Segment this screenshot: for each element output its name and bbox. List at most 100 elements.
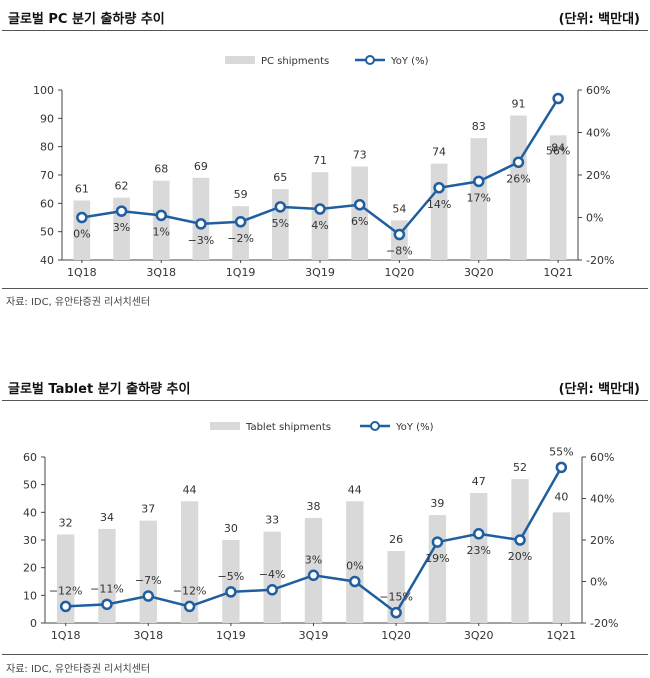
pc-yoy-value-label: 6% [351, 215, 368, 228]
pc-left-tick-label: 60 [40, 197, 54, 210]
pc-yoy-value-label: 4% [311, 219, 328, 232]
pc-x-tick-label: 1Q21 [543, 266, 573, 279]
pc-x-tick-label: 1Q18 [67, 266, 97, 279]
pc-yoy-value-label: 14% [427, 198, 451, 211]
tablet-bar [56, 534, 75, 623]
tablet-right-tick-label: 0% [590, 576, 607, 589]
pc-yoy-value-label: 3% [113, 221, 130, 234]
tablet-chart-panel: 글로벌 Tablet 분기 출하량 추이 (단위: 백만대) Tablet sh… [0, 370, 650, 678]
tablet-legend-bar-label: Tablet shipments [245, 422, 331, 433]
pc-x-tick-label: 1Q19 [226, 266, 256, 279]
pc-legend-line-label: YoY (%) [390, 56, 429, 67]
tablet-yoy-value-label: −4% [259, 568, 286, 581]
pc-left-tick-label: 80 [40, 141, 54, 154]
pc-yoy-marker [195, 218, 207, 230]
pc-yoy-marker [234, 216, 247, 228]
pc-legend-line-marker [365, 55, 375, 65]
pc-yoy-marker [314, 203, 326, 215]
tablet-yoy-value-label: −7% [135, 574, 162, 587]
pc-left-tick-label: 50 [40, 226, 54, 239]
pc-yoy-value-label: −2% [227, 232, 254, 245]
tablet-yoy-value-label: −5% [218, 570, 245, 583]
tablet-right-tick-label: 60% [590, 451, 614, 464]
pc-yoy-marker [76, 211, 88, 224]
tablet-bar [511, 479, 529, 623]
tablet-yoy-value-label: 0% [346, 560, 363, 573]
pc-source-rule [2, 288, 648, 289]
pc-bar [351, 166, 369, 260]
pc-right-tick-label: 20% [586, 169, 610, 182]
tablet-bar [139, 520, 157, 623]
tablet-x-tick-label: 1Q18 [51, 629, 81, 642]
tablet-yoy-marker [183, 600, 196, 613]
tablet-x-tick-label: 1Q19 [216, 629, 246, 642]
tablet-x-tick-label: 1Q21 [547, 629, 577, 642]
tablet-source-rule [2, 654, 648, 655]
tablet-bar-value-label: 40 [554, 490, 568, 503]
tablet-yoy-marker [390, 606, 402, 619]
pc-yoy-marker [552, 92, 564, 105]
tablet-left-tick-label: 50 [23, 479, 37, 492]
pc-yoy-value-label: −8% [386, 245, 413, 258]
tablet-bar-value-label: 38 [307, 500, 321, 513]
tablet-bar [552, 512, 571, 623]
pc-bar-value-label: 59 [234, 188, 248, 201]
pc-bar-value-label: 83 [472, 120, 486, 133]
tablet-bar-value-label: 26 [389, 533, 403, 546]
pc-yoy-value-label: 5% [272, 217, 289, 230]
tablet-right-tick-label: -20% [590, 617, 618, 630]
tablet-bar-value-label: 30 [224, 522, 238, 535]
tablet-yoy-marker [472, 528, 485, 540]
tablet-legend-line-label: YoY (%) [395, 422, 434, 433]
tablet-left-tick-label: 40 [23, 506, 37, 519]
pc-x-tick-label: 3Q18 [146, 266, 176, 279]
pc-left-tick-label: 100 [33, 84, 54, 97]
pc-chart-unit: (단위: 백만대) [558, 12, 640, 27]
tablet-yoy-value-label: −15% [379, 591, 413, 604]
tablet-yoy-value-label: 3% [305, 553, 322, 566]
pc-yoy-value-label: 26% [506, 172, 530, 185]
pc-yoy-value-label: 56% [546, 145, 570, 158]
tablet-bar-value-label: 44 [348, 483, 362, 496]
tablet-yoy-marker [142, 590, 155, 602]
pc-chart-panel: 글로벌 PC 분기 출하량 추이 (단위: 백만대) PC shipments Y… [0, 0, 650, 330]
pc-bar [549, 135, 567, 260]
tablet-yoy-marker [225, 586, 237, 598]
tablet-bar [428, 515, 447, 623]
pc-bar-value-label: 71 [313, 154, 327, 167]
pc-yoy-marker [433, 182, 445, 194]
pc-bar-value-label: 73 [353, 149, 367, 162]
tablet-yoy-marker [349, 575, 361, 588]
tablet-bar [180, 501, 199, 623]
pc-bar-value-label: 69 [194, 160, 208, 173]
tablet-bar-value-label: 47 [472, 475, 486, 488]
pc-yoy-marker [512, 156, 525, 168]
tablet-yoy-marker [101, 598, 113, 611]
pc-bar [311, 172, 329, 260]
tablet-bar-value-label: 52 [513, 461, 527, 474]
pc-bar-value-label: 84 [551, 141, 565, 154]
tablet-yoy-marker [431, 536, 444, 548]
pc-yoy-marker [155, 209, 167, 222]
pc-bar [510, 115, 527, 260]
tablet-yoy-value-label: −12% [173, 584, 207, 597]
tablet-left-tick-label: 60 [23, 451, 37, 464]
pc-left-tick-label: 40 [40, 254, 54, 267]
tablet-bar [470, 492, 488, 623]
tablet-right-tick-label: 40% [590, 493, 614, 506]
tablet-bar [222, 540, 240, 623]
tablet-yoy-value-label: 19% [425, 552, 449, 565]
tablet-x-tick-label: 1Q20 [381, 629, 411, 642]
pc-yoy-value-label: 17% [467, 191, 491, 204]
pc-title-rule [2, 30, 648, 31]
pc-right-tick-label: 60% [586, 84, 610, 97]
tablet-yoy-value-label: 20% [508, 550, 532, 563]
tablet-right-tick-label: 20% [590, 534, 614, 547]
tablet-bar [98, 528, 116, 623]
tablet-bar-value-label: 37 [141, 503, 155, 516]
pc-left-tick-label: 70 [40, 169, 54, 182]
tablet-legend-line-marker [370, 421, 380, 431]
pc-right-tick-label: -20% [586, 254, 614, 267]
tablet-chart-unit: (단위: 백만대) [558, 382, 640, 397]
tablet-title-rule [2, 400, 648, 401]
